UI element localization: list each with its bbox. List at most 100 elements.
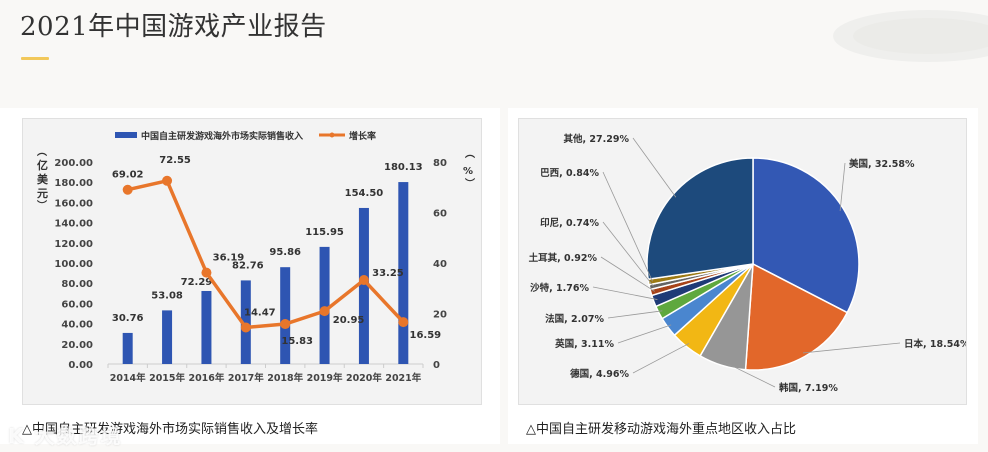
growth-point <box>201 267 212 278</box>
y-right-tick: 0 <box>433 360 440 371</box>
bar-value-label: 154.50 <box>345 188 384 199</box>
chart-axes: 0.00 20.00 40.00 60.00 80.00 100.00 120.00 140.… <box>54 158 447 384</box>
svg-text:美: 美 <box>37 172 49 186</box>
bar-value-label: 95.86 <box>269 247 301 258</box>
growth-point <box>280 319 291 330</box>
bar <box>358 207 369 364</box>
growth-point <box>319 306 330 317</box>
y-left-tick: 160.00 <box>54 198 93 209</box>
pie-label: 土耳其, 0.92% <box>529 252 598 264</box>
region-share-chart: 美国, 32.58% 日本, 18.54% 韩国, 7.19% 德国, 4.96% 英国… <box>518 118 970 405</box>
y-left-tick: 60.00 <box>61 299 93 310</box>
pie-label: 巴西, 0.84% <box>540 168 599 179</box>
pie-leader-line <box>632 137 677 198</box>
pie-slices <box>646 157 860 371</box>
legend-bar-label: 中国自主研发游戏海外市场实际销售收入 <box>141 130 303 142</box>
y-left-unit: 亿 <box>37 158 48 172</box>
bar-value-label: 53.08 <box>151 290 183 301</box>
page-title: 2021年中国游戏产业报告 <box>20 12 327 42</box>
growth-point <box>122 184 133 195</box>
y-right-tick: 40 <box>433 259 447 270</box>
decorative-pattern <box>833 10 988 62</box>
growth-point <box>240 322 251 333</box>
pie-label: 韩国, 7.19% <box>779 382 838 394</box>
svg-text:︶: ︶ <box>464 177 475 190</box>
pie-labels: 美国, 32.58% 日本, 18.54% 韩国, 7.19% 德国, 4.96% 英国… <box>529 133 970 394</box>
pie-leader-line <box>723 361 776 388</box>
pie-label: 美国, 32.58% <box>848 158 915 170</box>
growth-value-label: 33.25 <box>372 268 404 279</box>
growth-value-label: 14.47 <box>244 307 276 318</box>
legend-bar-swatch <box>115 132 137 138</box>
growth-point <box>162 175 173 186</box>
pie-chart: 美国, 32.58% 日本, 18.54% 韩国, 7.19% 德国, 4.96% 英国… <box>529 133 970 394</box>
bar <box>162 310 173 364</box>
pie-leader-line <box>602 171 653 282</box>
pie-leader-line <box>802 342 901 354</box>
y-right-unit: % <box>463 166 473 177</box>
y-right-tick: 20 <box>433 310 447 321</box>
revenue-chart: 中国自主研发游戏海外市场实际销售收入 增长率 ︵ 亿 美 元 ︶ ︵ % ︶ 0… <box>22 118 482 405</box>
growth-value-label: 15.83 <box>281 336 313 347</box>
bar-series: 30.76 53.08 72.29 82.76 95.86 115.95 154.50 180… <box>112 162 423 364</box>
x-tick-label: 2017年 <box>228 372 264 384</box>
bar-value-label: 180.13 <box>384 162 423 173</box>
svg-text:︶: ︶ <box>36 199 47 212</box>
pie-label: 沙特, 1.76% <box>530 282 589 294</box>
watermark: K 大数跨境 <box>8 424 123 448</box>
bar <box>201 290 212 364</box>
growth-value-label: 20.95 <box>333 315 365 326</box>
x-tick-label: 2021年 <box>385 372 421 384</box>
y-left-tick: 80.00 <box>61 279 93 290</box>
bar <box>319 246 330 364</box>
pie-leader-line <box>602 221 654 287</box>
x-tick-label: 2019年 <box>307 372 343 384</box>
y-right-tick: 60 <box>433 209 447 220</box>
pie-label: 日本, 18.54% <box>904 338 966 350</box>
growth-line-series: 69.02 72.55 36.19 14.47 15.83 20.95 33.25 16.59 <box>112 155 441 347</box>
pie-label: 其他, 27.29% <box>564 133 630 145</box>
growth-value-label: 69.02 <box>112 170 144 181</box>
pie-slice <box>752 157 860 314</box>
x-tick-label: 2018年 <box>267 372 303 384</box>
pie-leader-line <box>617 324 672 344</box>
y-left-tick: 200.00 <box>54 158 93 169</box>
bar <box>280 267 291 364</box>
x-tick-label: 2015年 <box>149 372 185 384</box>
growth-line <box>127 179 405 330</box>
svg-text:元: 元 <box>37 187 48 200</box>
pie-leader-line <box>632 343 690 374</box>
bar <box>398 182 409 364</box>
y-left-tick: 0.00 <box>68 360 93 371</box>
growth-point <box>358 275 369 286</box>
pie-label: 英国, 3.11% <box>555 338 614 350</box>
pie-leader-line <box>600 256 655 292</box>
pie-leader-line <box>592 286 658 300</box>
pie-leader-line <box>839 162 846 211</box>
pie-slice <box>646 157 754 281</box>
region-share-panel: 美国, 32.58% 日本, 18.54% 韩国, 7.19% 德国, 4.96% 英国… <box>508 108 978 444</box>
y-left-tick: 20.00 <box>61 340 93 351</box>
title-accent-bar <box>21 57 49 60</box>
bar <box>122 332 133 364</box>
y-left-tick: 180.00 <box>54 178 93 189</box>
y-left-unit-open: ︵ <box>36 147 47 158</box>
y-left-tick: 140.00 <box>54 219 93 230</box>
bar-value-label: 82.76 <box>232 260 264 271</box>
y-right-tick: 80 <box>433 158 447 169</box>
growth-point <box>398 317 409 328</box>
revenue-chart-caption: △中国自主研发游戏海外市场实际销售收入及增长率 <box>22 422 318 437</box>
y-left-tick: 120.00 <box>54 239 93 250</box>
bar-line-chart: 中国自主研发游戏海外市场实际销售收入 增长率 ︵ 亿 美 元 ︶ ︵ % ︶ 0… <box>36 130 475 384</box>
x-tick-label: 2020年 <box>346 372 382 384</box>
pie-label: 德国, 4.96% <box>570 368 629 380</box>
y-left-tick: 100.00 <box>54 259 93 270</box>
y-right-unit-open: ︵ <box>464 149 475 160</box>
x-tick-label: 2016年 <box>188 372 224 384</box>
pie-slice <box>744 262 849 371</box>
growth-value-label: 16.59 <box>409 330 441 341</box>
bar <box>240 280 251 364</box>
x-tick-label: 2014年 <box>110 372 146 384</box>
bar-value-label: 115.95 <box>305 227 344 238</box>
growth-value-label: 36.19 <box>213 253 245 264</box>
